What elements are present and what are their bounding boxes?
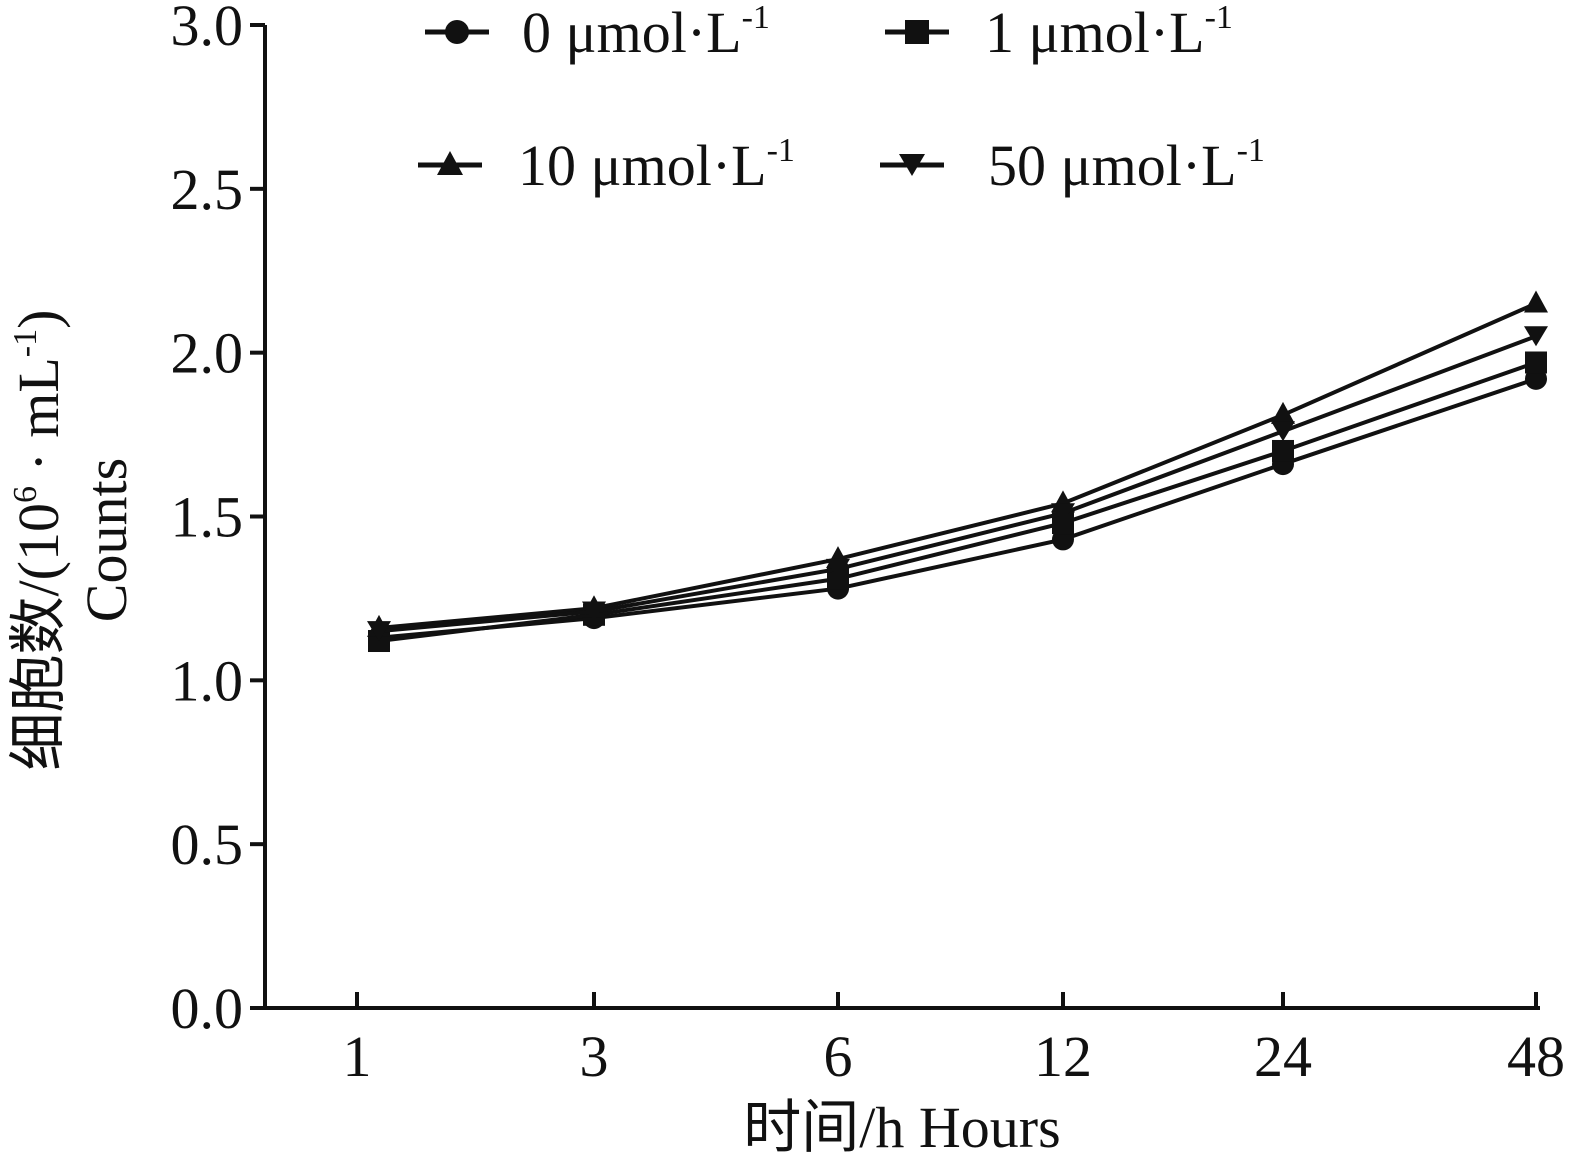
y-tick-label: 1.5 — [171, 485, 244, 550]
y-tick-label: 2.5 — [171, 157, 244, 222]
series-3 — [367, 326, 1548, 642]
legend: 0 μmol·L-1 1 μmol·L-1 10 μmol·L-1 50 μmol·L… — [418, 0, 1265, 198]
marker-triangle-down — [1524, 326, 1548, 347]
marker-circle — [445, 20, 469, 44]
series-line — [378, 334, 1537, 634]
x-tick-label: 48 — [1507, 1024, 1565, 1089]
x-tick-label: 1 — [343, 1024, 372, 1089]
marker-triangle-down — [826, 558, 850, 579]
marker-triangle-down — [1051, 503, 1075, 524]
series-line — [378, 301, 1537, 630]
series-line — [378, 376, 1537, 640]
legend-item-3: 50 μmol·L-1 — [880, 132, 1265, 198]
legend-label: 10 μmol·L-1 — [518, 132, 795, 198]
marker-square — [1525, 351, 1547, 374]
marker-square — [1272, 439, 1294, 462]
series-0 — [368, 367, 1547, 649]
y-tick-label: 3.0 — [171, 0, 244, 58]
legend-label: 0 μmol·L-1 — [522, 0, 770, 65]
y-axis-ticks: 0.0 0.5 1.0 1.5 2.0 2.5 3.0 — [171, 0, 265, 1041]
legend-item-0: 0 μmol·L-1 — [425, 0, 770, 65]
marker-triangle-up — [1271, 401, 1295, 424]
series-2 — [367, 290, 1548, 637]
marker-triangle-down — [1271, 421, 1295, 442]
legend-item-2: 10 μmol·L-1 — [418, 132, 795, 198]
x-tick-label: 3 — [580, 1024, 609, 1089]
marker-triangle-up — [1524, 290, 1548, 313]
y-axis-title: 细胞数/(106 · mL-1) Counts — [6, 310, 139, 771]
y-tick-label: 1.0 — [171, 648, 244, 713]
y-axis-title-line1: 细胞数/(106 · mL-1) — [6, 310, 71, 771]
legend-item-1: 1 μmol·L-1 — [885, 0, 1233, 65]
x-axis-ticks: 1 3 6 12 24 48 — [343, 992, 1565, 1089]
series-line — [378, 360, 1537, 643]
marker-triangle-down — [582, 601, 606, 622]
y-tick-label: 0.0 — [171, 976, 244, 1041]
x-tick-label: 12 — [1034, 1024, 1092, 1089]
marker-square — [905, 20, 929, 44]
data-series — [367, 290, 1548, 653]
x-axis-title: 时间/h Hours — [743, 1095, 1060, 1160]
y-tick-label: 2.0 — [171, 321, 244, 386]
x-tick-label: 24 — [1254, 1024, 1312, 1089]
legend-label: 50 μmol·L-1 — [988, 132, 1265, 198]
marker-triangle-down — [367, 621, 391, 642]
x-tick-label: 6 — [824, 1024, 853, 1089]
marker-triangle-down — [899, 154, 925, 176]
marker-triangle-up — [437, 151, 463, 175]
y-axis-title-line2: Counts — [74, 458, 139, 622]
legend-label: 1 μmol·L-1 — [985, 0, 1233, 65]
y-tick-label: 0.5 — [171, 812, 244, 877]
